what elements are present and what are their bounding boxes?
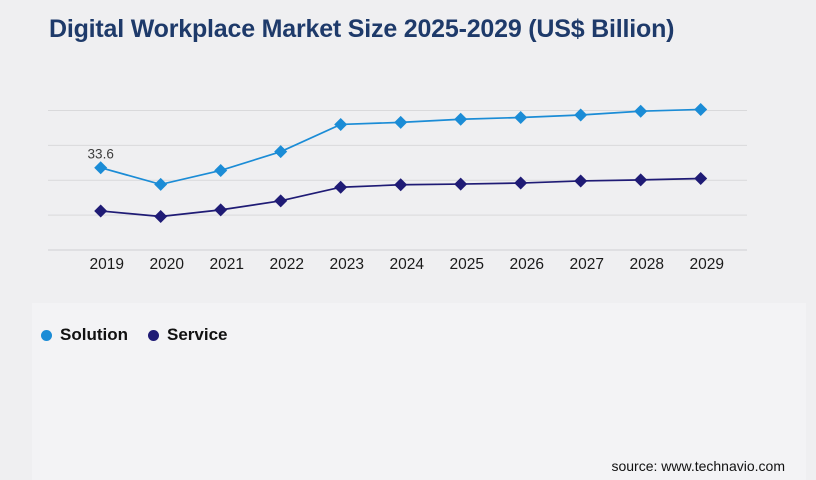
solution-point-2020[interactable] [154,177,168,191]
x-tick-2026: 2026 [509,256,543,273]
solution-point-2022[interactable] [274,145,288,159]
solution-point-2025[interactable] [454,112,468,126]
x-tick-2028: 2028 [629,256,663,273]
service-point-2027[interactable] [574,174,588,188]
service-point-2025[interactable] [454,177,468,191]
data-label-solution-2019: 33.6 [88,147,114,162]
solution-point-2019[interactable] [94,161,108,175]
solution-point-2027[interactable] [574,108,588,122]
service-point-2021[interactable] [214,203,228,217]
solution-point-2029[interactable] [694,102,708,116]
service-point-2028[interactable] [634,173,648,187]
service-point-2023[interactable] [334,180,348,194]
service-point-2020[interactable] [154,210,168,224]
x-tick-2019: 2019 [89,256,123,273]
x-tick-2023: 2023 [329,256,363,273]
service-point-2022[interactable] [274,194,288,208]
lower-panel [32,303,806,480]
source-attribution: source: www.technavio.com [611,458,785,474]
x-tick-2027: 2027 [569,256,603,273]
service-point-2026[interactable] [514,176,528,190]
legend-dot-solution [41,329,52,341]
solution-point-2026[interactable] [514,110,528,124]
chart-legend: Solution Service [41,325,227,345]
x-tick-2020: 2020 [149,256,184,273]
solution-point-2024[interactable] [394,115,408,129]
legend-label: Solution [60,325,128,344]
service-point-2024[interactable] [394,178,408,192]
x-tick-2024: 2024 [389,256,424,273]
x-tick-2025: 2025 [449,256,483,273]
legend-label: Service [166,325,228,344]
solution-point-2023[interactable] [334,117,348,131]
x-tick-2022: 2022 [269,256,303,273]
solution-point-2028[interactable] [634,104,648,118]
legend-dot-service [147,329,159,341]
service-point-2019[interactable] [94,204,108,218]
solution-point-2021[interactable] [214,163,228,177]
chart-title: Digital Workplace Market Size 2025-2029 … [49,15,675,43]
legend-item-service[interactable]: Service [147,325,228,345]
x-tick-2029: 2029 [689,256,723,273]
x-tick-2021: 2021 [209,256,243,273]
legend-item-solution[interactable]: Solution [41,325,128,345]
service-point-2029[interactable] [694,172,708,186]
